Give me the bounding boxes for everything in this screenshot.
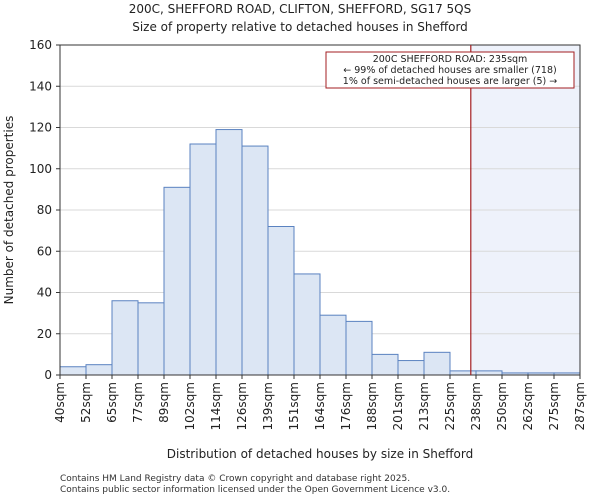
x-tick-label: 262sqm <box>521 382 535 430</box>
y-tick-label: 60 <box>37 244 52 258</box>
bar <box>345 320 373 376</box>
x-tick-label: 77sqm <box>131 382 145 423</box>
x-tick-label: 52sqm <box>79 382 93 423</box>
y-axis-label: Number of detached properties <box>2 116 16 305</box>
bar <box>371 353 399 376</box>
x-tick-label: 139sqm <box>261 382 275 430</box>
x-tick-label: 40sqm <box>53 382 67 423</box>
x-tick-label: 238sqm <box>469 382 483 430</box>
bar <box>319 314 347 376</box>
x-tick-label: 164sqm <box>313 382 327 430</box>
x-tick-label: 114sqm <box>209 382 223 430</box>
x-tick-label: 213sqm <box>417 382 431 430</box>
x-tick-label: 65sqm <box>105 382 119 423</box>
x-tick-label: 176sqm <box>339 382 353 430</box>
bar <box>163 186 191 376</box>
annotation-line-1: 200C SHEFFORD ROAD: 235sqm <box>373 54 528 65</box>
bar <box>85 364 113 376</box>
bar <box>449 370 477 376</box>
x-tick-label: 225sqm <box>443 382 457 430</box>
x-tick-label: 287sqm <box>573 382 587 430</box>
bar <box>267 226 295 376</box>
bar <box>241 145 269 376</box>
x-tick-label: 102sqm <box>183 382 197 430</box>
x-axis: 40sqm 52sqm 65sqm 77sqm 89sqm 102sqm 114sqm 126… <box>53 375 587 430</box>
y-tick-label: 160 <box>29 38 52 52</box>
bar <box>423 351 451 376</box>
y-tick-label: 80 <box>37 203 52 217</box>
x-tick-label: 250sqm <box>495 382 509 430</box>
annotation-line-2: ← 99% of detached houses are smaller (71… <box>343 65 556 76</box>
y-axis: 0 20 40 60 80 100 120 140 160 <box>29 38 60 382</box>
bar <box>111 300 139 376</box>
annotation-line-3: 1% of semi-detached houses are larger (5… <box>343 76 557 87</box>
y-tick-label: 140 <box>29 79 52 93</box>
bar <box>137 302 165 376</box>
bar <box>397 360 425 376</box>
chart-subtitle: Size of property relative to detached ho… <box>132 20 468 34</box>
y-tick-label: 120 <box>29 121 52 135</box>
x-tick-label: 201sqm <box>391 382 405 430</box>
x-tick-label: 126sqm <box>235 382 249 430</box>
y-tick-label: 20 <box>37 327 52 341</box>
footer-copyright: Contains HM Land Registry data © Crown c… <box>60 474 411 484</box>
bar <box>215 129 243 376</box>
bars <box>59 129 581 376</box>
x-tick-label: 151sqm <box>287 382 301 430</box>
bar <box>475 370 503 376</box>
y-tick-label: 100 <box>29 162 52 176</box>
y-tick-label: 40 <box>37 286 52 300</box>
annotation-box: 200C SHEFFORD ROAD: 235sqm ← 99% of deta… <box>325 51 575 89</box>
bar <box>59 366 87 376</box>
y-tick-label: 0 <box>44 368 52 382</box>
x-tick-label: 275sqm <box>547 382 561 430</box>
x-tick-label: 188sqm <box>365 382 379 430</box>
x-tick-label: 89sqm <box>157 382 171 423</box>
bar <box>293 273 321 376</box>
footer-licence: Contains public sector information licen… <box>60 485 451 495</box>
bar <box>189 143 217 376</box>
chart-title: 200C, SHEFFORD ROAD, CLIFTON, SHEFFORD, … <box>129 2 471 16</box>
x-axis-label: Distribution of detached houses by size … <box>167 447 473 461</box>
